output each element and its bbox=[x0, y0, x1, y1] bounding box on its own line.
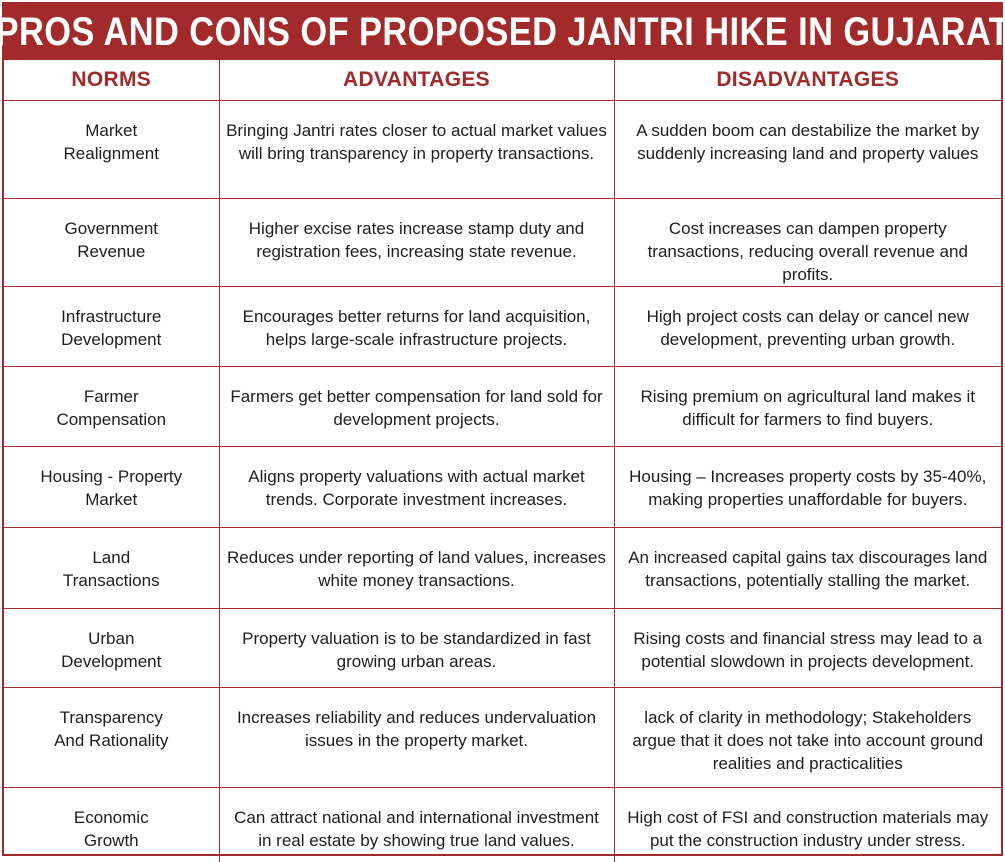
disadvantage-cell: High project costs can delay or cancel n… bbox=[613, 286, 1001, 367]
norm-cell: Economic Growth bbox=[4, 787, 220, 862]
norm-cell: Land Transactions bbox=[4, 527, 220, 609]
header-advantages: ADVANTAGES bbox=[218, 60, 615, 101]
norm-label: Transparency And Rationality bbox=[54, 708, 169, 750]
advantage-text: Can attract national and international i… bbox=[234, 808, 599, 850]
table-row: Government Revenue Higher excise rates i… bbox=[4, 198, 1001, 287]
advantage-cell: Bringing Jantri rates closer to actual m… bbox=[218, 100, 615, 199]
advantage-text: Encourages better returns for land acqui… bbox=[242, 307, 591, 349]
table-row: Housing - Property Market Aligns propert… bbox=[4, 446, 1001, 528]
advantage-text: Property valuation is to be standardized… bbox=[242, 629, 591, 671]
disadvantage-text: Cost increases can dampen property trans… bbox=[647, 219, 968, 284]
norm-label: Farmer Compensation bbox=[56, 387, 167, 429]
table-row: Economic Growth Can attract national and… bbox=[4, 787, 1001, 862]
advantage-cell: Can attract national and international i… bbox=[218, 787, 615, 862]
disadvantage-cell: lack of clarity in methodology; Stakehol… bbox=[613, 687, 1001, 788]
title-bar: PROS AND CONS OF PROPOSED JANTRI HIKE IN… bbox=[0, 4, 1005, 60]
advantage-text: Higher excise rates increase stamp duty … bbox=[248, 219, 585, 261]
pros-cons-table: NORMS ADVANTAGES DISADVANTAGES Market Re… bbox=[4, 60, 1001, 862]
advantage-cell: Higher excise rates increase stamp duty … bbox=[218, 198, 615, 287]
disadvantage-text: A sudden boom can destabilize the market… bbox=[636, 121, 980, 163]
disadvantage-text: High cost of FSI and construction materi… bbox=[627, 808, 989, 850]
table-row: Farmer Compensation Farmers get better c… bbox=[4, 366, 1001, 447]
header-disadvantages: DISADVANTAGES bbox=[613, 60, 1001, 101]
table-row: Land Transactions Reduces under reportin… bbox=[4, 527, 1001, 609]
disadvantage-text: An increased capital gains tax discourag… bbox=[628, 548, 988, 590]
table-row: Infrastructure Development Encourages be… bbox=[4, 286, 1001, 367]
table-row: Transparency And Rationality Increases r… bbox=[4, 687, 1001, 788]
advantage-text: Reduces under reporting of land values, … bbox=[227, 548, 606, 590]
norm-label: Market Realignment bbox=[63, 121, 159, 163]
norm-label: Urban Development bbox=[61, 629, 162, 671]
disadvantage-cell: Rising costs and financial stress may le… bbox=[613, 608, 1001, 688]
advantage-cell: Encourages better returns for land acqui… bbox=[218, 286, 615, 367]
norm-cell: Market Realignment bbox=[4, 100, 220, 199]
table-header-row: NORMS ADVANTAGES DISADVANTAGES bbox=[4, 60, 1001, 101]
disadvantage-cell: An increased capital gains tax discourag… bbox=[613, 527, 1001, 609]
disadvantage-cell: A sudden boom can destabilize the market… bbox=[613, 100, 1001, 199]
advantage-text: Farmers get better compensation for land… bbox=[230, 387, 603, 429]
disadvantage-text: Rising costs and financial stress may le… bbox=[633, 629, 983, 671]
norm-label: Infrastructure Development bbox=[61, 307, 162, 349]
disadvantage-cell: Cost increases can dampen property trans… bbox=[613, 198, 1001, 287]
norm-label: Economic Growth bbox=[73, 808, 149, 850]
disadvantage-text: High project costs can delay or cancel n… bbox=[646, 307, 969, 349]
advantage-cell: Aligns property valuations with actual m… bbox=[218, 446, 615, 528]
page-title: PROS AND CONS OF PROPOSED JANTRI HIKE IN… bbox=[0, 9, 1005, 54]
norm-cell: Urban Development bbox=[4, 608, 220, 688]
table-row: Urban Development Property valuation is … bbox=[4, 608, 1001, 688]
advantage-text: Bringing Jantri rates closer to actual m… bbox=[226, 121, 607, 163]
disadvantage-cell: High cost of FSI and construction materi… bbox=[613, 787, 1001, 862]
advantage-cell: Reduces under reporting of land values, … bbox=[218, 527, 615, 609]
norm-cell: Housing - Property Market bbox=[4, 446, 220, 528]
advantage-text: Aligns property valuations with actual m… bbox=[248, 467, 585, 509]
norm-cell: Transparency And Rationality bbox=[4, 687, 220, 788]
disadvantage-cell: Housing – Increases property costs by 35… bbox=[613, 446, 1001, 528]
advantage-cell: Farmers get better compensation for land… bbox=[218, 366, 615, 447]
advantage-cell: Property valuation is to be standardized… bbox=[218, 608, 615, 688]
advantage-cell: Increases reliability and reduces underv… bbox=[218, 687, 615, 788]
norm-cell: Government Revenue bbox=[4, 198, 220, 287]
table-row: Market Realignment Bringing Jantri rates… bbox=[4, 100, 1001, 199]
disadvantage-cell: Rising premium on agricultural land make… bbox=[613, 366, 1001, 447]
norm-label: Housing - Property Market bbox=[40, 467, 183, 509]
norm-cell: Farmer Compensation bbox=[4, 366, 220, 447]
norm-label: Government Revenue bbox=[64, 219, 159, 261]
disadvantage-text: Housing – Increases property costs by 35… bbox=[629, 467, 987, 509]
disadvantage-text: lack of clarity in methodology; Stakehol… bbox=[632, 708, 984, 773]
header-norms: NORMS bbox=[4, 60, 220, 101]
disadvantage-text: Rising premium on agricultural land make… bbox=[640, 387, 975, 429]
norm-cell: Infrastructure Development bbox=[4, 286, 220, 367]
norm-label: Land Transactions bbox=[62, 548, 160, 590]
advantage-text: Increases reliability and reduces underv… bbox=[236, 708, 597, 750]
